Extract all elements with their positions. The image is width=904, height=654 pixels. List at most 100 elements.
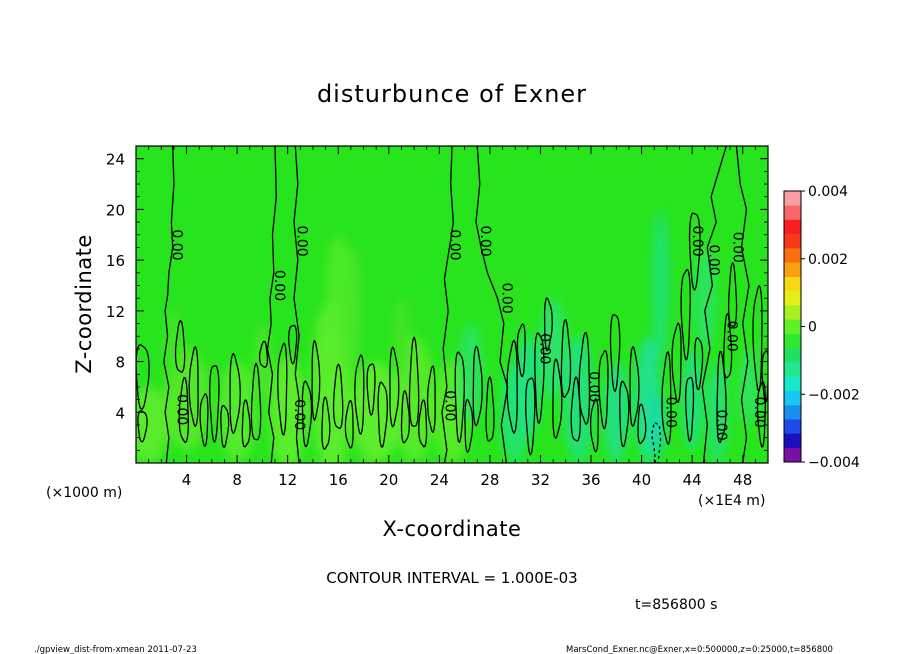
y-tick-label: 24 <box>106 151 125 169</box>
contour-cell <box>426 365 436 434</box>
field-patch <box>392 298 411 375</box>
contour-cell <box>311 339 321 421</box>
colorbar-cell <box>784 205 801 220</box>
field-patch <box>603 361 629 463</box>
contour-label: 0.00 <box>477 225 493 256</box>
contour-label: 0.00 <box>294 225 310 256</box>
contour-cell <box>516 323 526 377</box>
contour-cell <box>680 268 691 361</box>
contour-label: 0.00 <box>730 232 746 263</box>
colorbar-label: 0 <box>808 320 817 336</box>
contour-cell <box>418 399 428 448</box>
x-tick-label: 12 <box>278 471 297 489</box>
contour-cell <box>400 390 410 444</box>
contour-label: 0.00 <box>706 245 722 276</box>
field-patch <box>340 247 361 375</box>
contour-cell <box>752 284 763 392</box>
plot-area: 0.000.000.000.00 0.000.00 0.000.000.000.00… <box>135 145 769 464</box>
colorbar: 0.004 0.002 0 −0.002 −0.004 <box>783 184 860 471</box>
contour-cell <box>637 403 647 445</box>
contour-cell <box>464 398 474 453</box>
contour-cell <box>241 399 251 448</box>
contour-cell <box>694 337 704 391</box>
contour-cell <box>578 331 591 425</box>
x-tick-label: 28 <box>480 471 499 489</box>
colorbar-label: 0.004 <box>808 184 848 200</box>
contour-zero-line <box>293 146 300 463</box>
contour-zero-line <box>441 146 454 463</box>
contour-cell <box>598 349 609 430</box>
contour-negative-line <box>651 421 662 463</box>
contour-cell <box>552 358 563 439</box>
colorbar-cell <box>784 248 801 263</box>
contour-cell <box>525 377 536 456</box>
colorbar-cell <box>784 305 801 320</box>
contour-cell <box>534 332 545 424</box>
chart-title: disturbunce of Exner <box>317 80 587 108</box>
contour-cell <box>229 352 241 434</box>
colorbar-cell <box>784 319 801 334</box>
contour-cell <box>454 351 465 444</box>
contour-cell <box>560 318 572 398</box>
colorbar-cell <box>784 290 801 306</box>
contour-zero-line <box>266 146 277 463</box>
contour-cell <box>684 376 695 443</box>
contour-cell <box>756 381 767 448</box>
colorbar-label: −0.004 <box>808 455 860 471</box>
contour-cell <box>220 404 230 448</box>
field-patch <box>253 323 272 400</box>
contour-label: 0.00 <box>689 226 705 257</box>
x-tick-labels: 4 8 12 16 20 24 28 32 36 40 44 48 <box>182 471 752 489</box>
field-patch <box>136 386 169 463</box>
contour-label: 0.00 <box>713 409 729 440</box>
contour-cell <box>366 363 376 416</box>
contour-cell <box>277 342 288 436</box>
contour-zero-line <box>475 146 509 463</box>
axis-ticks <box>136 146 768 463</box>
contour-cell <box>671 322 682 404</box>
colorbar-cell <box>784 419 801 434</box>
field-patch <box>651 393 665 457</box>
field-patch <box>218 361 257 463</box>
x-tick-label: 4 <box>182 471 192 489</box>
y-unit-label: (×1000 m) <box>46 485 122 501</box>
y-tick-label: 12 <box>106 303 125 321</box>
contour-label: 0.00 <box>446 229 462 260</box>
contour-cell <box>619 380 630 448</box>
contour-cell <box>543 297 553 352</box>
colorbar-cell <box>784 447 801 463</box>
contour-zero-line <box>701 146 727 463</box>
time-label: t=856800 s <box>635 597 717 613</box>
x-unit-label: (×1E4 m) <box>698 493 765 509</box>
contour-label: 0.00 <box>663 397 679 428</box>
colorbar-cell <box>784 333 801 349</box>
contour-cell <box>209 365 220 443</box>
contour-cell <box>472 345 483 427</box>
colorbar-cells <box>784 191 801 463</box>
contour-cell <box>589 398 599 453</box>
contour-cell <box>688 212 701 291</box>
y-axis-label: Z-coordinate <box>72 234 96 374</box>
colorbar-cell <box>784 262 801 277</box>
x-tick-label: 48 <box>733 471 752 489</box>
contour-label: 0.00 <box>441 390 457 421</box>
contour-cell <box>288 324 298 365</box>
colorbar-cell <box>784 233 801 249</box>
x-tick-label: 20 <box>379 471 398 489</box>
x-tick-label: 40 <box>632 471 651 489</box>
field-patch <box>738 348 760 425</box>
contour-label: 0.00 <box>168 229 184 260</box>
contour-cell <box>761 350 768 403</box>
colorbar-cell <box>784 404 801 420</box>
x-axis-label: X-coordinate <box>383 517 522 541</box>
contour-cell <box>389 346 400 428</box>
contour-cell <box>506 339 518 434</box>
contour-cell <box>570 376 582 442</box>
contour-cell <box>344 399 354 449</box>
colorbar-cell <box>784 390 801 406</box>
colorbar-labels: 0.004 0.002 0 −0.002 −0.004 <box>801 184 860 471</box>
colorbar-cell <box>784 362 801 377</box>
colorbar-cell <box>784 191 801 206</box>
contour-cell <box>485 376 495 442</box>
